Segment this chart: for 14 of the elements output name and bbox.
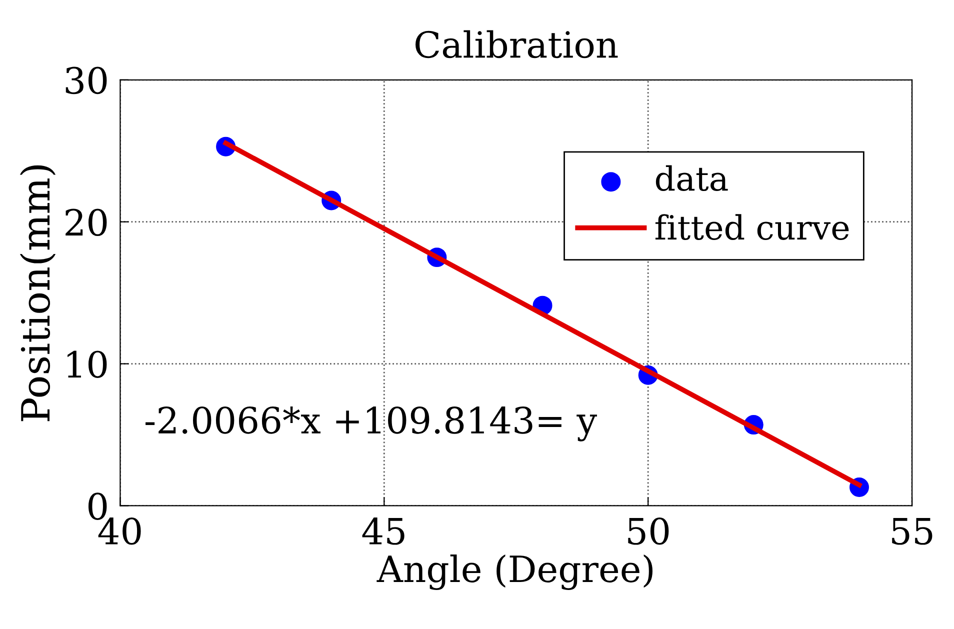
y-axis-title: Position(mm) <box>20 165 56 422</box>
y-tick-label: 10 <box>68 350 107 378</box>
chart-title: Calibration <box>416 30 618 58</box>
y-tick-label: 20 <box>66 208 107 236</box>
x-tick-label: 45 <box>362 517 404 545</box>
x-tick-label: 50 <box>628 517 669 545</box>
x-tick-label: 55 <box>892 518 932 545</box>
legend-label: data <box>656 165 728 192</box>
x-tick-label: 40 <box>98 517 141 545</box>
y-tick-label: 0 <box>88 492 107 520</box>
x-axis-title: Angle (Degree) <box>376 554 652 590</box>
legend-label: fitted curve <box>655 214 849 240</box>
y-tick-label: 30 <box>66 66 107 94</box>
annotation: -2.0066*x +109.8143= y <box>146 406 598 442</box>
